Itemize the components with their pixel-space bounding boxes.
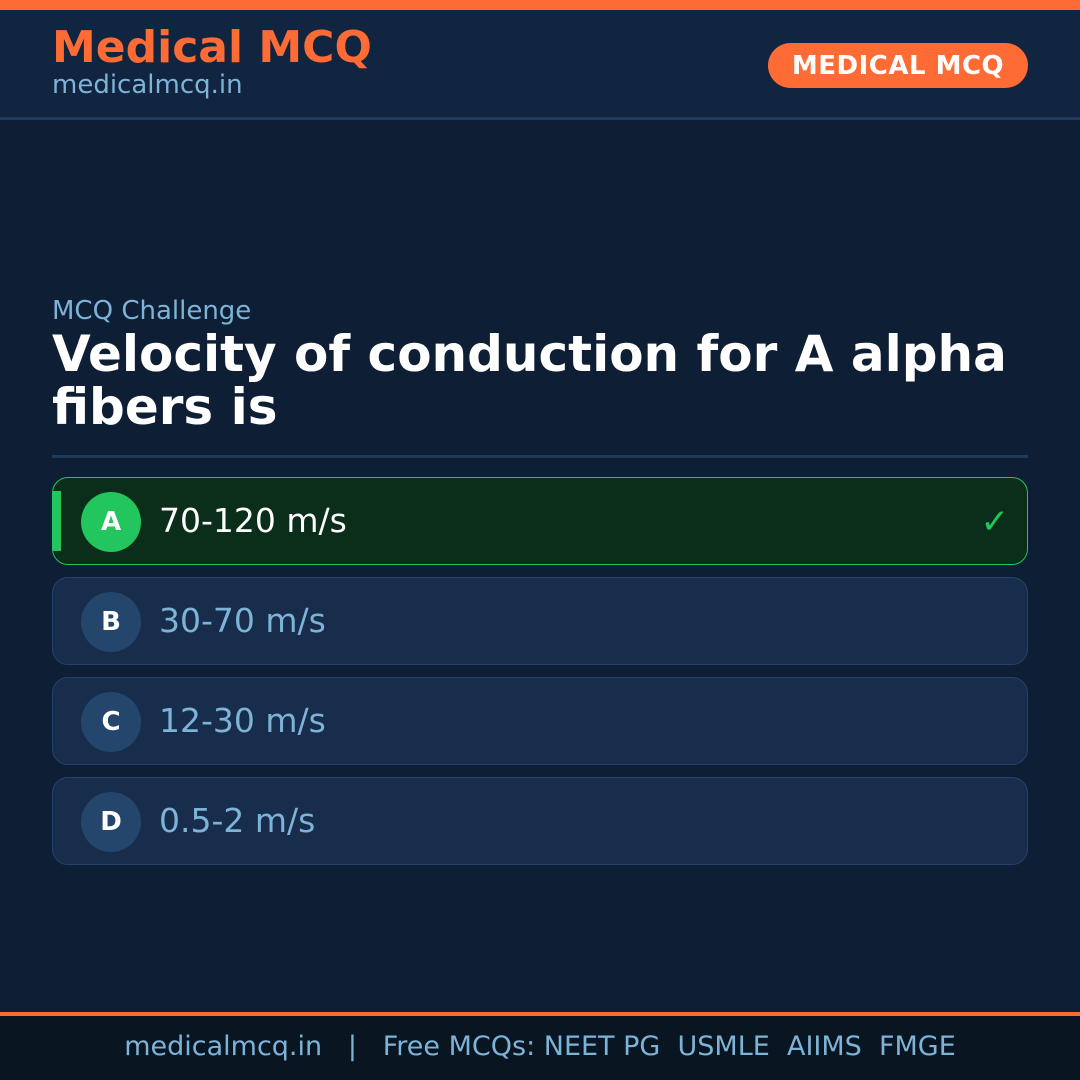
header: Medical MCQ medicalmcq.in MEDICAL MCQ [0,10,1080,120]
option-text: 30-70 m/s [159,601,326,640]
option-letter: D [81,792,141,852]
top-accent-bar [0,0,1080,10]
option-c[interactable]: C 12-30 m/s [52,677,1028,765]
check-icon: ✓ [980,502,1010,542]
site-url[interactable]: medicalmcq.in [52,70,243,100]
footer: medicalmcq.in | Free MCQs: NEET PG USMLE… [0,1012,1080,1080]
divider [52,455,1028,458]
option-text: 12-30 m/s [159,701,326,740]
option-a[interactable]: A 70-120 m/s ✓ [52,477,1028,565]
question-kicker: MCQ Challenge [52,296,252,326]
option-text: 70-120 m/s [159,501,347,540]
option-text: 0.5-2 m/s [159,801,316,840]
option-letter: C [81,692,141,752]
brand-badge: MEDICAL MCQ [768,43,1028,88]
correct-indicator-bar [53,491,61,551]
option-letter: B [81,592,141,652]
option-b[interactable]: B 30-70 m/s [52,577,1028,665]
option-d[interactable]: D 0.5-2 m/s [52,777,1028,865]
question-text: Velocity of conduction for A alpha fiber… [52,325,1007,436]
brand-title: Medical MCQ [52,22,372,73]
option-letter: A [81,492,141,552]
